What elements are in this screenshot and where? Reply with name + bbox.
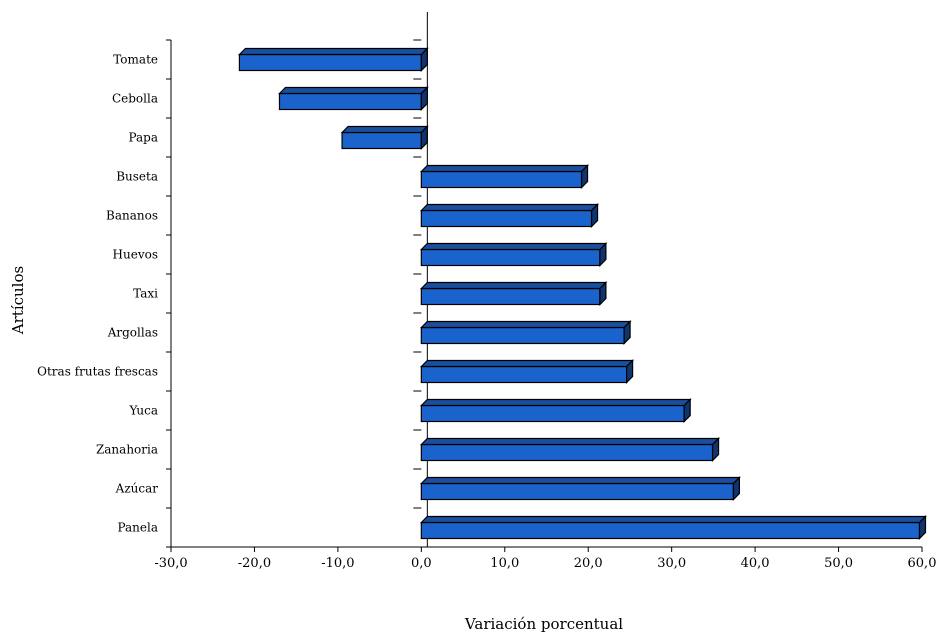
bar [419,515,927,540]
bar-top [419,320,632,329]
bar-front [420,248,601,267]
bar-top [419,203,600,212]
bar-side [590,203,599,228]
x-tick-label: -10,0 [321,556,354,571]
bar-top [419,281,608,290]
bar-front [420,443,714,462]
x-axis-title: Variación porcentual [464,615,623,633]
category-label: Papa [128,131,158,145]
bar-front [420,482,735,501]
bar-side [420,125,428,150]
bar-top [419,515,927,524]
bar-front [420,170,583,189]
bar-top [419,164,589,173]
x-tick-label: 0,0 [411,556,432,571]
bar [419,242,608,267]
bar-top [419,242,608,251]
bar-series [237,47,927,540]
bar-top [419,437,721,446]
bar-front [238,53,422,72]
bar-side [683,398,691,423]
bar [237,47,429,72]
bar-top [278,86,429,95]
bar-front [420,404,685,423]
bar [419,203,600,228]
category-label: Panela [117,521,158,535]
bar-side [599,281,607,306]
bar-side [918,515,927,540]
bar-front [420,287,601,306]
bar-side [580,164,589,189]
category-label: Azúcar [115,482,159,496]
bar [419,359,635,384]
category-label: Taxi [133,287,158,301]
bar-front [341,131,422,150]
bar-side [420,47,428,72]
bar-front [420,365,628,384]
x-axis-ticks: -30,0 -20,0 -10,0 0,0 10,0 20,0 30,0 40,0 50,0 60… [154,547,936,571]
x-tick-label: 40,0 [741,556,770,571]
bar-side [623,320,631,345]
bar-top [419,476,741,485]
category-label: Bananos [106,209,158,223]
category-label: Huevos [113,248,158,262]
bar-top [419,398,692,407]
category-label: Zanahoria [96,443,158,457]
bar-side [420,86,428,111]
category-label: Cebolla [112,92,158,106]
x-tick-label: 10,0 [490,556,519,571]
bar-side [599,242,607,267]
bar [419,476,741,501]
bar-front [420,521,921,540]
category-label: Buseta [116,170,158,184]
bar [340,125,429,150]
bar [419,281,608,306]
bar-side [711,437,720,462]
y-axis-title: Artículos [9,266,27,335]
x-tick-label: 50,0 [824,556,853,571]
bar-front [278,92,422,111]
bar [278,86,429,111]
bar-top [340,125,429,134]
bar [419,398,692,423]
category-label: Argollas [107,326,158,340]
x-tick-label: 20,0 [574,556,603,571]
y-axis-ticks [166,39,422,548]
x-tick-label: -30,0 [154,556,187,571]
category-label: Tomate [113,53,158,67]
bar-top [419,359,635,368]
category-label: Otras frutas frescas [37,365,158,379]
bar-side [626,359,634,384]
bar-front [420,209,593,228]
bar-top [237,47,429,56]
category-label: Yuca [129,404,158,418]
bar [419,320,632,345]
category-labels: Tomate Cebolla Papa Buseta Bananos Huevos Taxi… [37,53,158,535]
x-tick-label: 30,0 [657,556,686,571]
bar [419,164,589,189]
bar-front [420,326,625,345]
x-tick-label: -20,0 [238,556,271,571]
bar [419,437,721,462]
x-tick-label: 60,0 [908,556,937,571]
bar-side [732,476,741,501]
